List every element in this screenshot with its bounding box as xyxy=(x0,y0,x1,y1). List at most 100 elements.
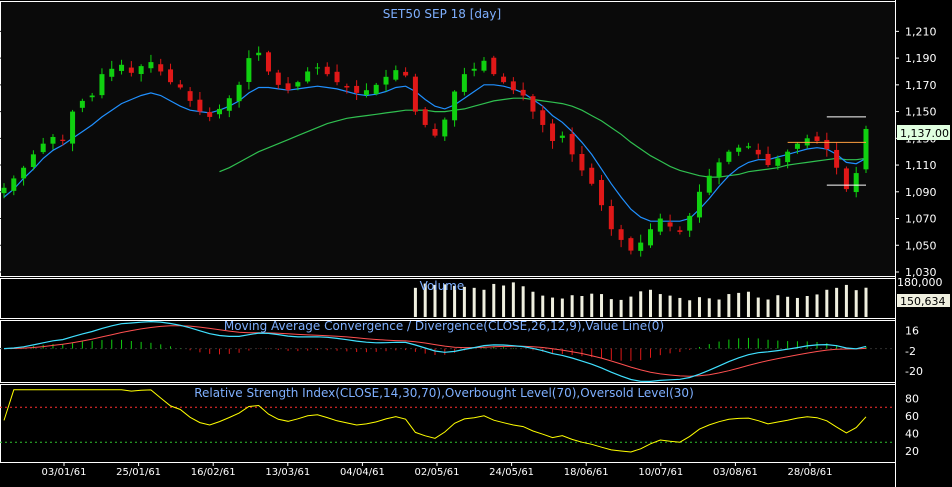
candle-body[interactable] xyxy=(363,90,369,96)
candle-body[interactable] xyxy=(481,60,487,71)
candle-body[interactable] xyxy=(706,175,712,193)
candle-body[interactable] xyxy=(177,84,183,88)
candle-body[interactable] xyxy=(736,147,742,152)
candle-body[interactable] xyxy=(716,162,722,177)
candle-body[interactable] xyxy=(540,110,546,125)
volume-title: Volume xyxy=(420,279,465,293)
candle-body[interactable] xyxy=(569,134,575,155)
candle-body[interactable] xyxy=(1,187,7,194)
candle-body[interactable] xyxy=(491,57,497,75)
candle-body[interactable] xyxy=(275,72,281,85)
candle-body[interactable] xyxy=(119,64,125,71)
candle-body[interactable] xyxy=(50,136,56,144)
candle-body[interactable] xyxy=(21,167,27,179)
x-tick-label: 03/08/61 xyxy=(713,467,758,478)
candle-body[interactable] xyxy=(334,71,340,83)
candle-body[interactable] xyxy=(285,83,291,91)
candle-body[interactable] xyxy=(373,84,379,94)
price-candles[interactable] xyxy=(1,46,869,257)
candle-body[interactable] xyxy=(99,74,105,96)
candle-body[interactable] xyxy=(138,66,144,75)
candle-body[interactable] xyxy=(510,81,516,91)
candle-body[interactable] xyxy=(501,76,507,83)
candle-body[interactable] xyxy=(158,64,164,72)
candle-body[interactable] xyxy=(834,149,840,168)
volume-bar xyxy=(413,287,417,317)
candle-body[interactable] xyxy=(559,135,565,138)
candle-body[interactable] xyxy=(794,143,800,149)
candle-body[interactable] xyxy=(236,84,242,102)
price-tick-label: 1,030 xyxy=(905,266,937,279)
candle-body[interactable] xyxy=(765,153,771,166)
candle-body[interactable] xyxy=(207,112,213,117)
candle-body[interactable] xyxy=(442,119,448,137)
candle-body[interactable] xyxy=(70,111,76,144)
candle-body[interactable] xyxy=(187,91,193,101)
candle-body[interactable] xyxy=(89,95,95,98)
candle-body[interactable] xyxy=(785,151,791,163)
candle-body[interactable] xyxy=(814,136,820,141)
last-price-label: 1,137.00 xyxy=(900,127,949,140)
candle-body[interactable] xyxy=(226,98,232,111)
candle-body[interactable] xyxy=(638,242,644,251)
candle-body[interactable] xyxy=(148,62,154,69)
candle-body[interactable] xyxy=(726,151,732,162)
candle-body[interactable] xyxy=(824,139,830,150)
candle-body[interactable] xyxy=(579,153,585,171)
candle-body[interactable] xyxy=(530,96,536,112)
candle-body[interactable] xyxy=(677,230,683,232)
candle-body[interactable] xyxy=(393,70,399,80)
candle-body[interactable] xyxy=(168,69,174,83)
candle-body[interactable] xyxy=(745,146,751,148)
candle-body[interactable] xyxy=(217,108,222,115)
candle-body[interactable] xyxy=(775,158,781,166)
candle-body[interactable] xyxy=(246,58,252,82)
candle-body[interactable] xyxy=(422,109,428,125)
candle-body[interactable] xyxy=(755,149,761,155)
candle-body[interactable] xyxy=(30,154,36,168)
price-tick-label: 1,170 xyxy=(905,79,937,92)
candle-body[interactable] xyxy=(657,218,663,232)
candle-body[interactable] xyxy=(11,178,17,191)
candle-body[interactable] xyxy=(354,85,360,93)
candle-body[interactable] xyxy=(256,52,262,56)
candle-body[interactable] xyxy=(843,168,849,190)
trendlines[interactable] xyxy=(787,116,866,186)
candle-body[interactable] xyxy=(520,89,526,96)
candle-body[interactable] xyxy=(314,67,320,69)
candle-body[interactable] xyxy=(550,123,556,141)
candle-body[interactable] xyxy=(618,229,624,240)
candle-body[interactable] xyxy=(589,167,595,184)
candle-body[interactable] xyxy=(687,215,693,231)
candle-body[interactable] xyxy=(295,82,301,87)
candle-body[interactable] xyxy=(383,76,389,85)
candle-body[interactable] xyxy=(403,71,409,76)
candle-body[interactable] xyxy=(265,52,271,72)
candle-body[interactable] xyxy=(648,229,653,246)
candle-body[interactable] xyxy=(853,173,859,193)
candle-body[interactable] xyxy=(452,91,458,121)
candle-body[interactable] xyxy=(599,179,605,206)
candle-body[interactable] xyxy=(305,71,311,82)
candle-body[interactable] xyxy=(667,222,673,227)
candle-body[interactable] xyxy=(608,206,614,230)
candle-body[interactable] xyxy=(863,128,869,170)
candle-body[interactable] xyxy=(696,191,702,218)
candle-body[interactable] xyxy=(128,67,134,73)
candle-body[interactable] xyxy=(40,143,46,153)
candle-body[interactable] xyxy=(628,238,634,251)
candle-body[interactable] xyxy=(324,66,330,75)
last-price-bg xyxy=(897,125,950,140)
candle-body[interactable] xyxy=(471,68,477,71)
candle-body[interactable] xyxy=(109,68,115,77)
candle-body[interactable] xyxy=(432,128,438,136)
candle-body[interactable] xyxy=(412,76,418,112)
volume-last-bg xyxy=(897,294,950,307)
candle-body[interactable] xyxy=(79,100,85,108)
candle-body[interactable] xyxy=(461,74,467,92)
candle-body[interactable] xyxy=(60,139,66,141)
candle-body[interactable] xyxy=(197,99,203,112)
candle-body[interactable] xyxy=(344,85,350,88)
